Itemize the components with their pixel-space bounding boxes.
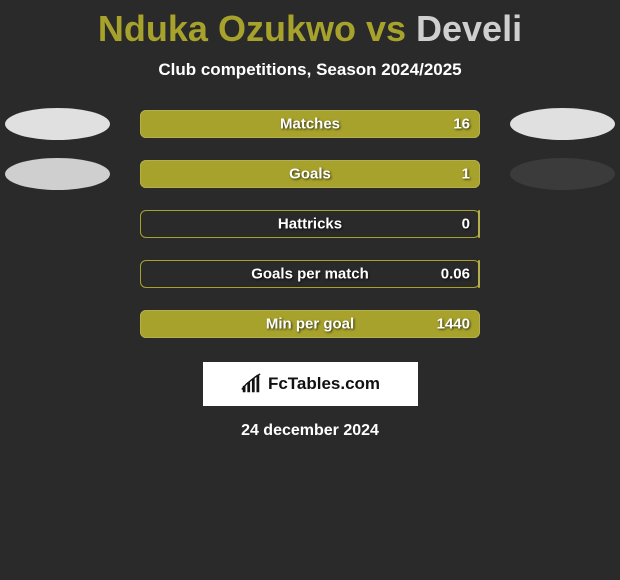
stat-bar: Min per goal 1440: [140, 310, 480, 338]
stat-value: 1440: [437, 316, 470, 333]
stat-value: 16: [453, 116, 470, 133]
bar-fill: [478, 260, 480, 288]
stat-label: Goals per match: [251, 266, 369, 283]
stat-bar: Goals 1: [140, 160, 480, 188]
stat-value: 1: [462, 166, 470, 183]
right-spacer: [510, 308, 615, 340]
right-oval: [510, 108, 615, 140]
stat-value: 0: [462, 216, 470, 233]
stat-label: Goals: [289, 166, 331, 183]
stat-row: Goals per match 0.06: [0, 258, 620, 290]
comparison-subtitle: Club competitions, Season 2024/2025: [0, 60, 620, 80]
right-oval: [510, 158, 615, 190]
stat-label: Min per goal: [266, 316, 354, 333]
stat-bar: Hattricks 0: [140, 210, 480, 238]
title-player: Nduka Ozukwo vs: [98, 8, 416, 49]
snapshot-date: 24 december 2024: [0, 422, 620, 440]
stat-label: Hattricks: [278, 216, 342, 233]
left-spacer: [5, 308, 110, 340]
stat-row: Goals 1: [0, 158, 620, 190]
stats-area: Matches 16 Goals 1 Hattricks 0 Goals per match…: [0, 108, 620, 340]
stat-row: Matches 16: [0, 108, 620, 140]
left-spacer: [5, 208, 110, 240]
right-spacer: [510, 208, 615, 240]
stat-value: 0.06: [441, 266, 470, 283]
stat-row: Min per goal 1440: [0, 308, 620, 340]
brand-text: FcTables.com: [268, 374, 380, 394]
title-opponent: Develi: [416, 8, 522, 49]
stat-bar: Goals per match 0.06: [140, 260, 480, 288]
stat-row: Hattricks 0: [0, 208, 620, 240]
brand-box[interactable]: FcTables.com: [203, 362, 418, 406]
left-oval: [5, 158, 110, 190]
left-oval: [5, 108, 110, 140]
stat-bar: Matches 16: [140, 110, 480, 138]
stat-label: Matches: [280, 116, 340, 133]
bar-chart-icon: [240, 373, 262, 395]
comparison-title: Nduka Ozukwo vs Develi: [0, 0, 620, 50]
bar-fill: [478, 210, 480, 238]
right-spacer: [510, 258, 615, 290]
left-spacer: [5, 258, 110, 290]
